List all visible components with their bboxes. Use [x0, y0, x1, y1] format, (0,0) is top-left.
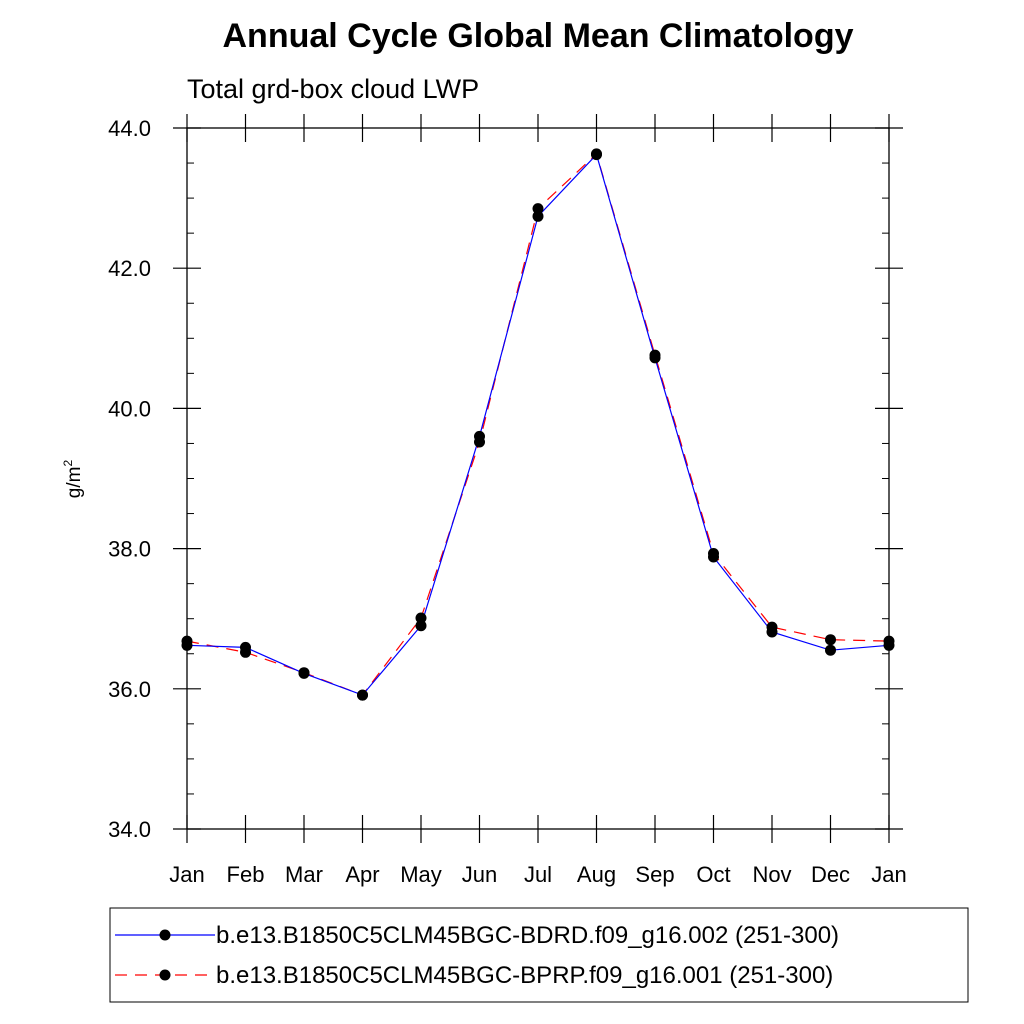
legend: b.e13.B1850C5CLM45BGC-BDRD.f09_g16.002 (… [109, 907, 969, 1003]
data-point-series-2 [708, 548, 719, 559]
x-tick-label: Aug [577, 862, 616, 887]
x-tick-label: Apr [345, 862, 379, 887]
y-tick-label: 42.0 [108, 256, 151, 281]
series-line-2 [186, 152, 890, 696]
y-axis-label: g/m2 [61, 460, 85, 499]
data-point-series-2 [474, 436, 485, 448]
legend-marker-series-1 [159, 929, 171, 941]
data-point-series-2 [532, 203, 544, 215]
y-tick-label: 36.0 [108, 677, 151, 702]
series-line-1 [186, 153, 890, 696]
data-point-series-2 [298, 667, 310, 679]
axis-ticks [173, 114, 903, 843]
y-axis-label-exponent: 2 [61, 460, 75, 467]
y-axis-label-unit: g/m [64, 467, 85, 499]
x-tick-label: Nov [752, 862, 791, 887]
legend-label-series-1: b.e13.B1850C5CLM45BGC-BDRD.f09_g16.002 (… [216, 922, 839, 949]
legend-marker-series-2 [159, 969, 171, 981]
y-tick-labels: 34.0 36.0 38.0 40.0 42.0 44.0 [108, 116, 151, 842]
chart-subtitle: Total grd-box cloud LWP [187, 74, 479, 104]
x-tick-label: Oct [696, 862, 730, 887]
x-tick-labels: Jan Feb Mar Apr May Jun Jul Aug Sep Oct Nov Dec Jan [169, 862, 906, 887]
plot-frame [186, 127, 890, 830]
x-tick-label: Sep [635, 862, 674, 887]
data-point-series-2 [357, 689, 368, 701]
x-tick-label: Jun [462, 862, 497, 887]
x-tick-label: Mar [285, 862, 323, 887]
data-point-series-1 [532, 210, 544, 222]
x-tick-label: Feb [227, 862, 265, 887]
y-tick-label: 38.0 [108, 537, 151, 562]
data-point-series-2 [240, 646, 251, 658]
x-tick-label: Dec [811, 862, 850, 887]
y-tick-label: 44.0 [108, 116, 151, 141]
x-tick-label: Jan [169, 862, 204, 887]
x-tick-label: May [400, 862, 442, 887]
y-tick-label: 34.0 [108, 817, 151, 842]
data-point-series-2 [825, 634, 836, 646]
x-tick-label: Jul [524, 862, 552, 887]
data-point-series-2 [591, 148, 602, 160]
data-point-series-2 [181, 635, 193, 647]
data-point-series-2 [649, 349, 661, 361]
data-point-series-2 [883, 635, 895, 647]
legend-box [109, 907, 969, 1003]
data-point-series-2 [415, 612, 427, 624]
series-layer [181, 148, 895, 701]
chart-title: Annual Cycle Global Mean Climatology [223, 17, 854, 55]
y-tick-label: 40.0 [108, 396, 151, 421]
data-point-series-1 [415, 620, 427, 632]
x-tick-label: Jan [871, 862, 906, 887]
data-point-series-1 [825, 644, 836, 656]
legend-label-series-2: b.e13.B1850C5CLM45BGC-BPRP.f09_g16.001 (… [216, 962, 833, 989]
data-point-series-2 [766, 621, 778, 633]
